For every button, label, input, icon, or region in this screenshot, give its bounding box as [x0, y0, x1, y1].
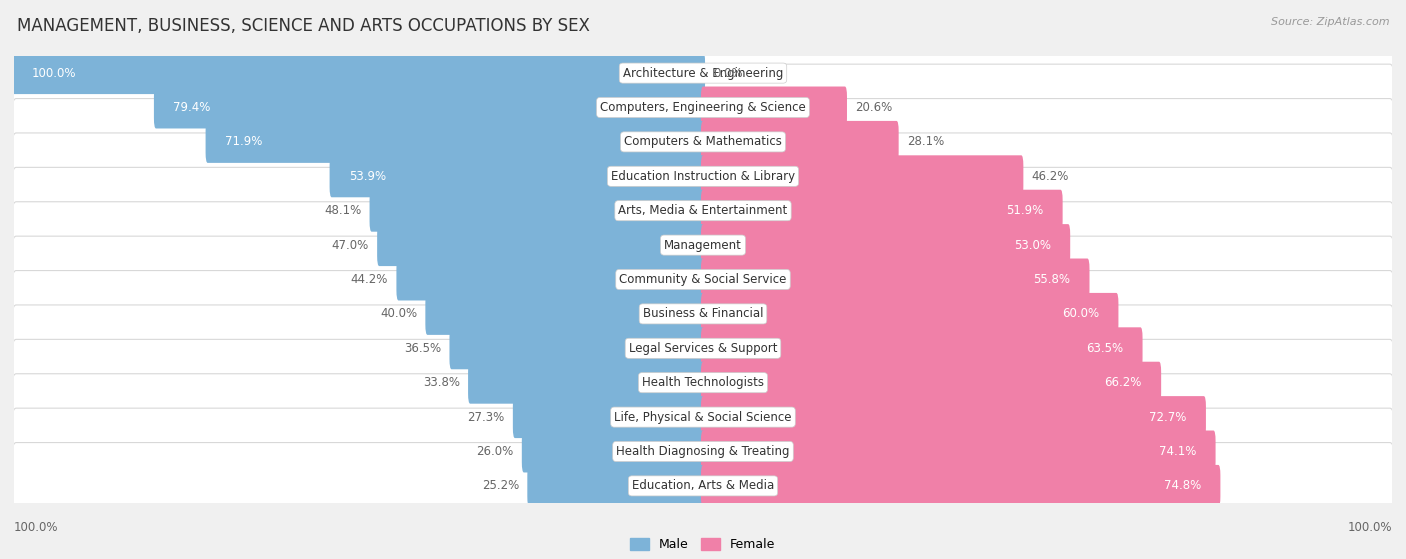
Text: 33.8%: 33.8% — [423, 376, 460, 389]
Text: MANAGEMENT, BUSINESS, SCIENCE AND ARTS OCCUPATIONS BY SEX: MANAGEMENT, BUSINESS, SCIENCE AND ARTS O… — [17, 17, 589, 35]
FancyBboxPatch shape — [11, 133, 1395, 220]
Text: Architecture & Engineering: Architecture & Engineering — [623, 67, 783, 79]
FancyBboxPatch shape — [702, 293, 1118, 335]
FancyBboxPatch shape — [13, 52, 704, 94]
FancyBboxPatch shape — [702, 224, 1070, 266]
Text: Life, Physical & Social Science: Life, Physical & Social Science — [614, 411, 792, 424]
Text: 53.9%: 53.9% — [349, 170, 387, 183]
FancyBboxPatch shape — [527, 465, 704, 507]
Text: 46.2%: 46.2% — [1032, 170, 1069, 183]
FancyBboxPatch shape — [11, 408, 1395, 495]
FancyBboxPatch shape — [702, 362, 1161, 404]
Text: Computers, Engineering & Science: Computers, Engineering & Science — [600, 101, 806, 114]
Text: 63.5%: 63.5% — [1085, 342, 1123, 355]
Text: 47.0%: 47.0% — [332, 239, 368, 252]
FancyBboxPatch shape — [11, 202, 1395, 288]
Text: 27.3%: 27.3% — [467, 411, 505, 424]
Text: 74.1%: 74.1% — [1159, 445, 1197, 458]
Text: 100.0%: 100.0% — [31, 67, 76, 79]
Text: 100.0%: 100.0% — [14, 521, 59, 534]
Text: 72.7%: 72.7% — [1149, 411, 1187, 424]
FancyBboxPatch shape — [329, 155, 704, 197]
Text: Legal Services & Support: Legal Services & Support — [628, 342, 778, 355]
FancyBboxPatch shape — [702, 430, 1216, 472]
FancyBboxPatch shape — [396, 258, 704, 301]
Text: 66.2%: 66.2% — [1105, 376, 1142, 389]
Text: Community & Social Service: Community & Social Service — [619, 273, 787, 286]
Text: Business & Financial: Business & Financial — [643, 307, 763, 320]
Text: Health Diagnosing & Treating: Health Diagnosing & Treating — [616, 445, 790, 458]
Text: 28.1%: 28.1% — [907, 135, 945, 148]
FancyBboxPatch shape — [370, 190, 704, 231]
FancyBboxPatch shape — [702, 87, 846, 129]
FancyBboxPatch shape — [426, 293, 704, 335]
FancyBboxPatch shape — [702, 396, 1206, 438]
FancyBboxPatch shape — [377, 224, 704, 266]
Text: 20.6%: 20.6% — [855, 101, 893, 114]
FancyBboxPatch shape — [513, 396, 704, 438]
Text: Source: ZipAtlas.com: Source: ZipAtlas.com — [1271, 17, 1389, 27]
Text: Management: Management — [664, 239, 742, 252]
FancyBboxPatch shape — [11, 30, 1395, 116]
FancyBboxPatch shape — [11, 339, 1395, 426]
Text: 36.5%: 36.5% — [404, 342, 441, 355]
Text: 60.0%: 60.0% — [1062, 307, 1099, 320]
FancyBboxPatch shape — [450, 328, 704, 369]
FancyBboxPatch shape — [153, 87, 704, 129]
FancyBboxPatch shape — [11, 374, 1395, 461]
Text: 100.0%: 100.0% — [1347, 521, 1392, 534]
FancyBboxPatch shape — [702, 121, 898, 163]
FancyBboxPatch shape — [11, 167, 1395, 254]
FancyBboxPatch shape — [702, 328, 1143, 369]
Text: 55.8%: 55.8% — [1033, 273, 1070, 286]
FancyBboxPatch shape — [522, 430, 704, 472]
Text: 53.0%: 53.0% — [1014, 239, 1050, 252]
FancyBboxPatch shape — [205, 121, 704, 163]
FancyBboxPatch shape — [11, 305, 1395, 392]
Text: 25.2%: 25.2% — [482, 480, 519, 492]
Text: 71.9%: 71.9% — [225, 135, 263, 148]
Text: Arts, Media & Entertainment: Arts, Media & Entertainment — [619, 204, 787, 217]
Text: Education, Arts & Media: Education, Arts & Media — [631, 480, 775, 492]
FancyBboxPatch shape — [11, 236, 1395, 323]
FancyBboxPatch shape — [702, 190, 1063, 231]
Text: 74.8%: 74.8% — [1164, 480, 1201, 492]
Text: 26.0%: 26.0% — [477, 445, 513, 458]
Text: 48.1%: 48.1% — [323, 204, 361, 217]
Text: 79.4%: 79.4% — [173, 101, 211, 114]
Text: Health Technologists: Health Technologists — [643, 376, 763, 389]
Text: 40.0%: 40.0% — [380, 307, 418, 320]
Text: Computers & Mathematics: Computers & Mathematics — [624, 135, 782, 148]
FancyBboxPatch shape — [702, 155, 1024, 197]
FancyBboxPatch shape — [11, 64, 1395, 151]
FancyBboxPatch shape — [11, 443, 1395, 529]
FancyBboxPatch shape — [702, 258, 1090, 301]
FancyBboxPatch shape — [11, 271, 1395, 357]
FancyBboxPatch shape — [702, 465, 1220, 507]
FancyBboxPatch shape — [468, 362, 704, 404]
Legend: Male, Female: Male, Female — [627, 534, 779, 555]
Text: 51.9%: 51.9% — [1007, 204, 1043, 217]
Text: Education Instruction & Library: Education Instruction & Library — [612, 170, 794, 183]
Text: 44.2%: 44.2% — [350, 273, 388, 286]
Text: 0.0%: 0.0% — [713, 67, 742, 79]
FancyBboxPatch shape — [11, 98, 1395, 185]
